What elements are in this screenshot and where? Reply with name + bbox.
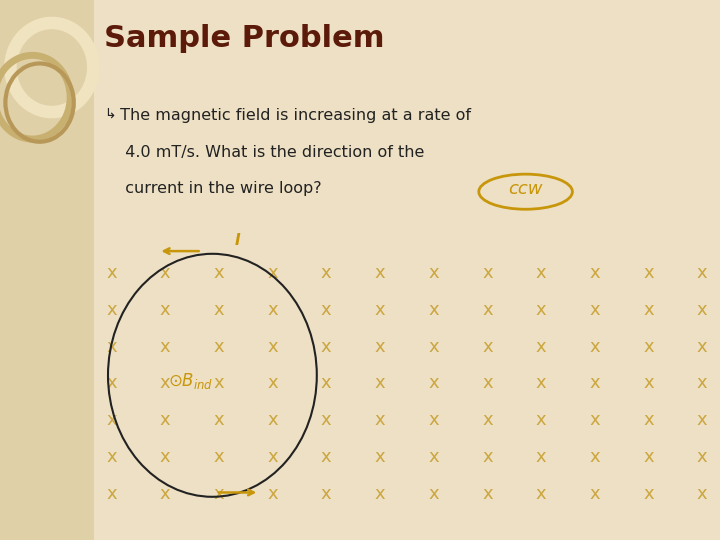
Text: x: x bbox=[321, 301, 332, 319]
Text: x: x bbox=[590, 264, 600, 282]
Text: x: x bbox=[374, 338, 385, 355]
Text: x: x bbox=[321, 448, 332, 466]
Text: x: x bbox=[482, 485, 492, 503]
Text: x: x bbox=[643, 338, 654, 355]
Text: x: x bbox=[267, 301, 278, 319]
Text: x: x bbox=[107, 301, 117, 319]
Text: x: x bbox=[428, 264, 439, 282]
Text: x: x bbox=[321, 338, 332, 355]
Text: x: x bbox=[697, 448, 707, 466]
Text: x: x bbox=[267, 411, 278, 429]
Text: x: x bbox=[536, 338, 546, 355]
Text: x: x bbox=[267, 485, 278, 503]
Text: x: x bbox=[107, 264, 117, 282]
Text: x: x bbox=[160, 301, 171, 319]
Text: x: x bbox=[374, 264, 385, 282]
Text: x: x bbox=[374, 374, 385, 393]
Text: x: x bbox=[643, 301, 654, 319]
Text: x: x bbox=[482, 374, 492, 393]
Text: x: x bbox=[590, 374, 600, 393]
Text: x: x bbox=[214, 374, 224, 393]
Text: current in the wire loop?: current in the wire loop? bbox=[115, 181, 322, 197]
Text: x: x bbox=[374, 411, 385, 429]
Text: x: x bbox=[321, 411, 332, 429]
Text: x: x bbox=[107, 448, 117, 466]
Text: x: x bbox=[536, 264, 546, 282]
Text: x: x bbox=[428, 411, 439, 429]
Text: x: x bbox=[428, 448, 439, 466]
Text: x: x bbox=[697, 338, 707, 355]
Text: ↳: ↳ bbox=[104, 108, 116, 122]
Text: x: x bbox=[428, 301, 439, 319]
Text: x: x bbox=[590, 301, 600, 319]
Text: x: x bbox=[321, 374, 332, 393]
Text: x: x bbox=[214, 448, 224, 466]
Text: x: x bbox=[107, 411, 117, 429]
Text: x: x bbox=[107, 374, 117, 393]
Text: x: x bbox=[214, 264, 224, 282]
Text: x: x bbox=[697, 374, 707, 393]
Text: x: x bbox=[643, 485, 654, 503]
Text: x: x bbox=[590, 485, 600, 503]
Text: x: x bbox=[697, 264, 707, 282]
Text: x: x bbox=[428, 338, 439, 355]
Text: x: x bbox=[321, 485, 332, 503]
Text: ccw: ccw bbox=[508, 180, 543, 198]
Text: x: x bbox=[428, 374, 439, 393]
Text: x: x bbox=[482, 264, 492, 282]
Text: x: x bbox=[697, 301, 707, 319]
Text: x: x bbox=[697, 485, 707, 503]
Bar bbox=[0, 0, 94, 540]
Text: x: x bbox=[160, 264, 171, 282]
Text: x: x bbox=[482, 411, 492, 429]
Text: x: x bbox=[374, 448, 385, 466]
Text: x: x bbox=[160, 411, 171, 429]
Text: x: x bbox=[482, 301, 492, 319]
Text: x: x bbox=[536, 485, 546, 503]
Text: x: x bbox=[697, 411, 707, 429]
Text: x: x bbox=[267, 264, 278, 282]
Text: x: x bbox=[214, 485, 224, 503]
Text: x: x bbox=[374, 301, 385, 319]
Text: x: x bbox=[590, 338, 600, 355]
Text: x: x bbox=[267, 374, 278, 393]
Text: x: x bbox=[107, 485, 117, 503]
Text: x: x bbox=[160, 448, 171, 466]
Text: x: x bbox=[536, 411, 546, 429]
Text: x: x bbox=[590, 411, 600, 429]
Text: x: x bbox=[643, 264, 654, 282]
Text: x: x bbox=[267, 448, 278, 466]
Text: x: x bbox=[160, 338, 171, 355]
Text: x: x bbox=[643, 411, 654, 429]
Text: The magnetic field is increasing at a rate of: The magnetic field is increasing at a ra… bbox=[115, 108, 471, 123]
Text: 4.0 mT/s. What is the direction of the: 4.0 mT/s. What is the direction of the bbox=[115, 145, 425, 160]
Text: x: x bbox=[160, 374, 171, 393]
Text: x: x bbox=[214, 301, 224, 319]
Text: x: x bbox=[428, 485, 439, 503]
Text: x: x bbox=[107, 338, 117, 355]
Text: I: I bbox=[235, 233, 240, 248]
Text: x: x bbox=[374, 485, 385, 503]
Text: x: x bbox=[536, 448, 546, 466]
Text: x: x bbox=[482, 448, 492, 466]
Text: $\odot B_{ind}$: $\odot B_{ind}$ bbox=[168, 370, 214, 391]
Text: x: x bbox=[590, 448, 600, 466]
Text: x: x bbox=[482, 338, 492, 355]
Text: Sample Problem: Sample Problem bbox=[104, 24, 385, 53]
Text: x: x bbox=[536, 301, 546, 319]
Text: x: x bbox=[536, 374, 546, 393]
Text: x: x bbox=[214, 411, 224, 429]
Text: x: x bbox=[160, 485, 171, 503]
Text: x: x bbox=[643, 374, 654, 393]
Text: x: x bbox=[321, 264, 332, 282]
Text: x: x bbox=[267, 338, 278, 355]
Text: x: x bbox=[643, 448, 654, 466]
Text: x: x bbox=[214, 338, 224, 355]
